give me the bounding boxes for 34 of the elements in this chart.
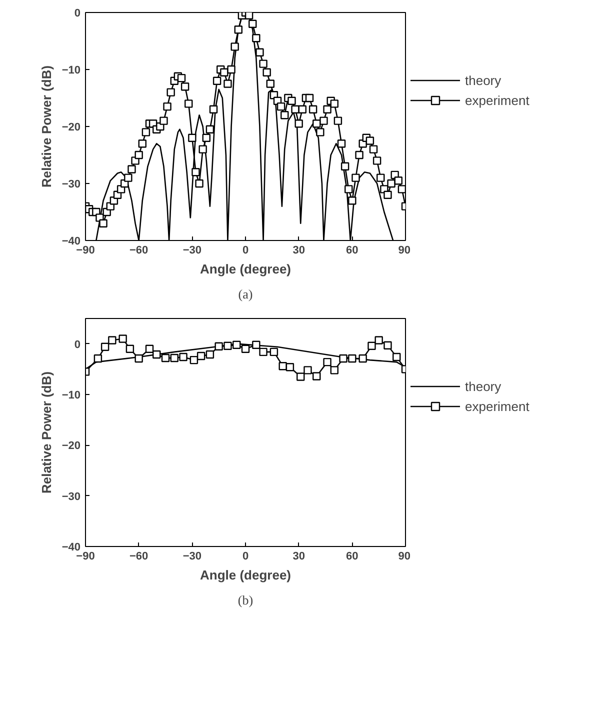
y-axis-title: Relative Power (dB) [38, 65, 54, 188]
y-tick-label: −20 [62, 122, 81, 134]
legend-label: experiment [465, 92, 530, 108]
y-tick-label: −30 [62, 178, 81, 190]
legend-label: experiment [465, 398, 530, 414]
x-tick-label: 60 [346, 550, 358, 562]
x-tick-label: −30 [182, 244, 202, 256]
x-tick-label: 0 [242, 550, 249, 562]
x-axis-title: Angle (degree) [200, 262, 292, 276]
x-tick-label: 0 [242, 244, 249, 256]
text: (a) [238, 286, 253, 302]
x-tick-label: −90 [76, 244, 95, 256]
y-tick-label: −10 [62, 64, 81, 76]
y-tick-label: −10 [62, 390, 81, 402]
y-tick-label: −40 [62, 542, 81, 554]
x-tick-label: 90 [398, 550, 411, 562]
x-tick-label: 60 [346, 244, 358, 256]
x-axis-title: Angle (degree) [200, 568, 292, 582]
y-axis-title: Relative Power (dB) [38, 371, 54, 494]
y-tick-label: −20 [62, 440, 81, 452]
x-tick-label: −90 [76, 550, 95, 562]
x-tick-label: −30 [182, 550, 202, 562]
x-tick-label: 90 [398, 244, 411, 256]
legend-label: theory [465, 72, 502, 88]
x-tick-label: −60 [130, 244, 148, 256]
y-tick-label: 0 [74, 338, 81, 351]
y-tick-label: −30 [62, 490, 81, 503]
x-tick-label: 30 [292, 244, 305, 256]
y-tick-label: 0 [74, 8, 81, 20]
legend-label: theory [465, 378, 502, 394]
x-tick-label: −60 [130, 550, 148, 562]
text: (b) [238, 592, 254, 608]
y-tick-label: −40 [62, 236, 81, 248]
x-tick-label: 30 [292, 550, 305, 562]
